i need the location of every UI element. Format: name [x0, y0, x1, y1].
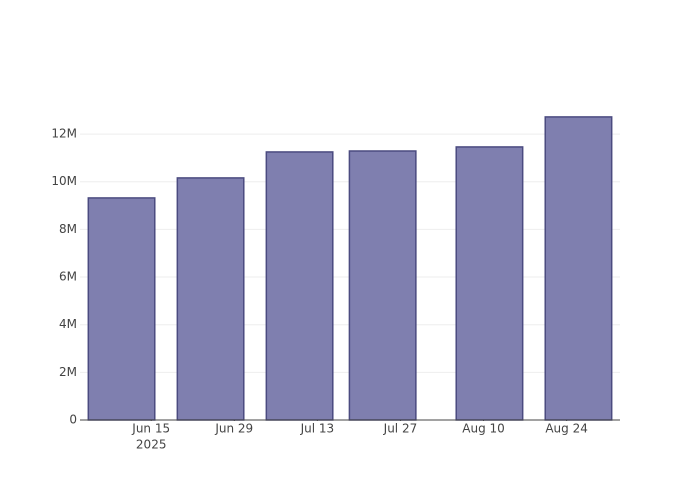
bar [265, 151, 334, 421]
x-tick-label: Jul 13 [300, 422, 335, 436]
x-tick-label: Jun 29 [214, 422, 253, 436]
bar [348, 150, 417, 421]
bar [87, 197, 156, 421]
y-tick-label: 12M [51, 127, 77, 141]
y-tick-label: 4M [59, 317, 77, 331]
x-tick-label: Aug 10 [462, 422, 505, 436]
x-tick-label: Jun 15 [131, 422, 170, 436]
y-tick-label: 8M [59, 222, 77, 236]
x-tick-label: Aug 24 [545, 422, 588, 436]
x-year-label: 2025 [136, 438, 167, 452]
bar [455, 146, 524, 421]
y-tick-label: 2M [59, 365, 77, 379]
x-tick-label: Jul 27 [383, 422, 418, 436]
y-tick-label: 6M [59, 270, 77, 284]
y-tick-label: 0 [69, 413, 77, 427]
y-tick-label: 10M [51, 174, 77, 188]
bar [544, 116, 613, 421]
bar [176, 177, 245, 421]
